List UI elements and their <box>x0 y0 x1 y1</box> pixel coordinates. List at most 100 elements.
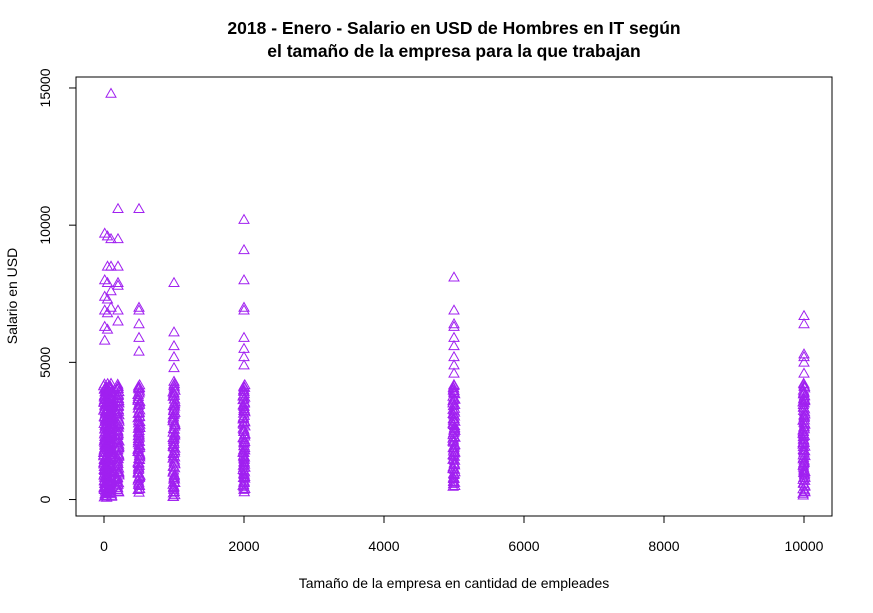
data-point <box>238 243 250 255</box>
data-point <box>132 466 145 477</box>
data-point <box>798 474 811 485</box>
x-tick-label: 4000 <box>368 538 399 554</box>
data-point <box>98 274 111 285</box>
data-point <box>798 356 810 367</box>
data-point <box>112 450 125 461</box>
data-point <box>105 377 117 388</box>
data-point <box>132 476 145 487</box>
data-point <box>169 395 181 407</box>
data-point <box>111 481 124 493</box>
data-point <box>448 271 460 282</box>
x-tick-label: 8000 <box>648 538 679 554</box>
data-point <box>168 471 181 483</box>
data-point <box>112 279 124 290</box>
data-point <box>447 445 460 456</box>
data-point <box>448 367 460 378</box>
data-point <box>798 408 811 419</box>
data-point <box>167 483 180 494</box>
data-point <box>238 486 251 497</box>
data-point <box>167 440 180 451</box>
data-point <box>798 350 810 362</box>
x-tick-label: 6000 <box>508 538 539 554</box>
data-point <box>132 434 145 446</box>
data-point <box>132 402 145 413</box>
data-point <box>112 276 124 288</box>
data-point <box>238 331 250 342</box>
x-axis: 0 2000 4000 6000 8000 10000 <box>100 515 824 554</box>
data-point <box>798 386 810 397</box>
data-point <box>238 409 251 420</box>
data-point <box>98 334 111 345</box>
data-point <box>168 326 180 337</box>
data-point <box>112 380 124 391</box>
data-point <box>101 260 114 271</box>
data-point <box>448 412 460 423</box>
data-point <box>798 317 810 329</box>
y-tick-label: 10000 <box>37 205 53 244</box>
data-point <box>112 232 124 244</box>
data-point <box>113 469 125 480</box>
data-point <box>112 315 124 326</box>
data-point <box>237 449 250 460</box>
data-point <box>798 411 811 422</box>
data-point <box>448 441 461 452</box>
data-point <box>238 301 250 312</box>
data-point <box>133 317 145 329</box>
data-point <box>238 402 250 414</box>
x-tick-label: 10000 <box>785 538 824 554</box>
data-point <box>105 285 117 296</box>
data-point <box>167 449 180 460</box>
data-point <box>133 304 145 315</box>
data-point <box>238 304 250 315</box>
data-point <box>101 276 114 288</box>
data-point <box>104 391 117 402</box>
y-tick-label: 0 <box>37 495 53 503</box>
data-point <box>447 403 459 414</box>
data-point <box>111 455 124 466</box>
data-point <box>105 232 117 244</box>
data-point <box>112 304 124 315</box>
data-point <box>168 432 181 443</box>
data-point <box>111 378 124 389</box>
data-point <box>133 345 145 356</box>
data-point <box>448 378 460 390</box>
data-point <box>238 213 250 224</box>
data-point <box>133 331 145 342</box>
data-point <box>111 383 123 394</box>
data-point <box>101 306 114 318</box>
data-point <box>238 359 250 370</box>
data-point <box>448 339 460 351</box>
data-point <box>105 301 117 312</box>
data-point <box>168 276 180 288</box>
data-point <box>237 459 250 470</box>
data-point <box>101 323 114 334</box>
data-point <box>447 471 460 482</box>
data-point <box>798 464 810 475</box>
data-point <box>105 87 117 98</box>
x-axis-title: Tamaño de la empresa en cantidad de empl… <box>299 575 610 591</box>
data-point <box>132 390 145 401</box>
data-point <box>238 378 251 390</box>
data-point <box>797 433 810 444</box>
data-point <box>98 290 111 301</box>
data-point <box>168 383 181 394</box>
data-point <box>133 385 146 396</box>
plot-frame <box>75 76 833 517</box>
data-point <box>798 380 810 391</box>
y-tick-label: 15000 <box>37 68 53 107</box>
data-point <box>448 317 460 329</box>
data-point <box>798 367 810 378</box>
data-point <box>237 479 250 490</box>
chart-title-line-2: el tamaño de la empresa para la que trab… <box>267 41 641 61</box>
data-point <box>798 436 811 447</box>
y-tick-label: 5000 <box>37 347 53 378</box>
data-point <box>168 456 181 467</box>
data-point <box>133 202 145 213</box>
chart-title-line-1: 2018 - Enero - Salario en USD de Hombres… <box>227 18 681 38</box>
x-tick-label: 2000 <box>228 538 259 554</box>
data-point <box>112 388 125 399</box>
data-point <box>111 403 124 414</box>
data-point <box>112 441 125 453</box>
data-point <box>98 320 111 331</box>
